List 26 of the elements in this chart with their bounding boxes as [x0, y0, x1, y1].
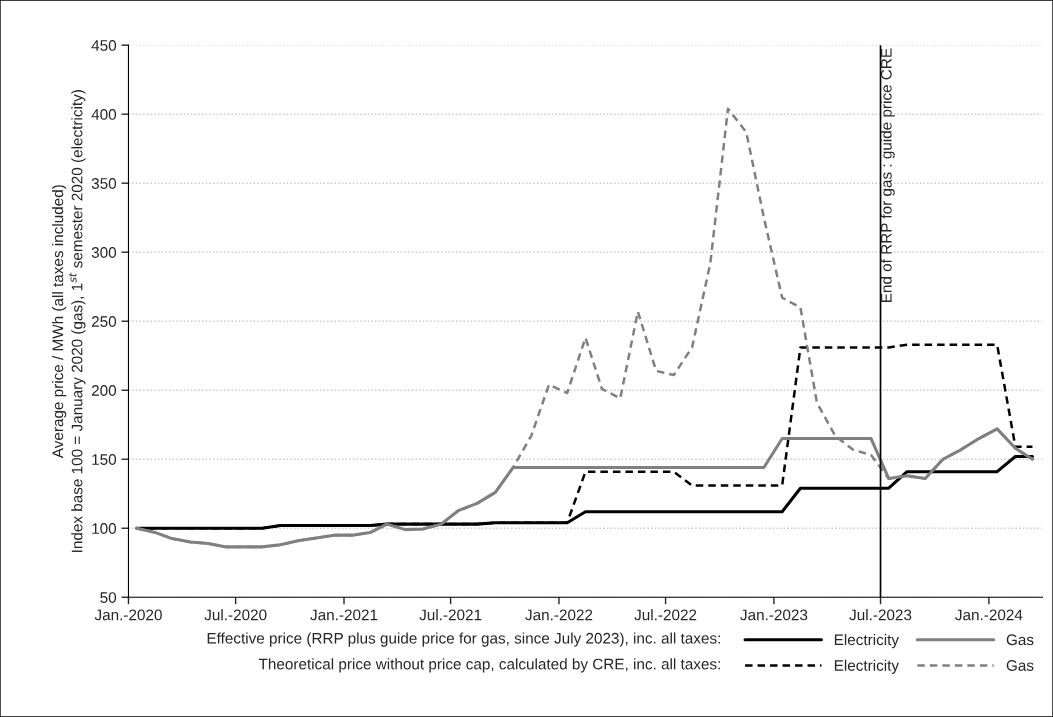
y-tick-label: 450 [91, 40, 117, 51]
legend-label: Gas [1006, 634, 1034, 646]
text: Theoretical price without price cap, calculated by CRE, inc. all taxes: [258, 658, 720, 673]
x-tick-label: Jan.-2022 [525, 609, 593, 621]
y-tick-label: 50 [100, 592, 117, 603]
legend-label: Electricity [834, 659, 899, 674]
x-tick-label: Jul.-2022 [634, 609, 697, 621]
x-tick-label: Jul.-2023 [849, 609, 912, 621]
x-tick-label: Jul.-2020 [204, 609, 267, 621]
x-tick-label: Jan.-2021 [310, 609, 378, 621]
y-tick-label: 150 [92, 454, 117, 465]
text: Effective price (RRP plus guide price for gas, since July 2023), inc. all taxes: [207, 632, 720, 647]
x-tick-label: Jul.-2021 [419, 609, 482, 621]
legend-label: Electricity [834, 633, 899, 649]
legend-label: Gas [1006, 660, 1034, 671]
ref-line-label: End of RRP for gas : guide price CRE [880, 48, 895, 302]
x-tick-label: Jan.-2020 [94, 609, 162, 621]
y-tick-label: 300 [91, 247, 117, 258]
y-tick-label: 200 [91, 385, 117, 396]
x-tick-label: Jan.-2023 [740, 609, 808, 621]
x-tick-label: Jan.-2024 [955, 609, 1023, 621]
y-axis-title: Average price / MWh (all taxes included) Index base 100 = January 2020 (gas), 1$^{st}$ semester 2020 (electricity) [52, 90, 86, 552]
y-tick-label: 350 [91, 178, 117, 189]
y-tick-label: 100 [92, 523, 117, 534]
y-tick-label: 400 [91, 109, 117, 120]
y-tick-label: 250 [91, 316, 117, 327]
